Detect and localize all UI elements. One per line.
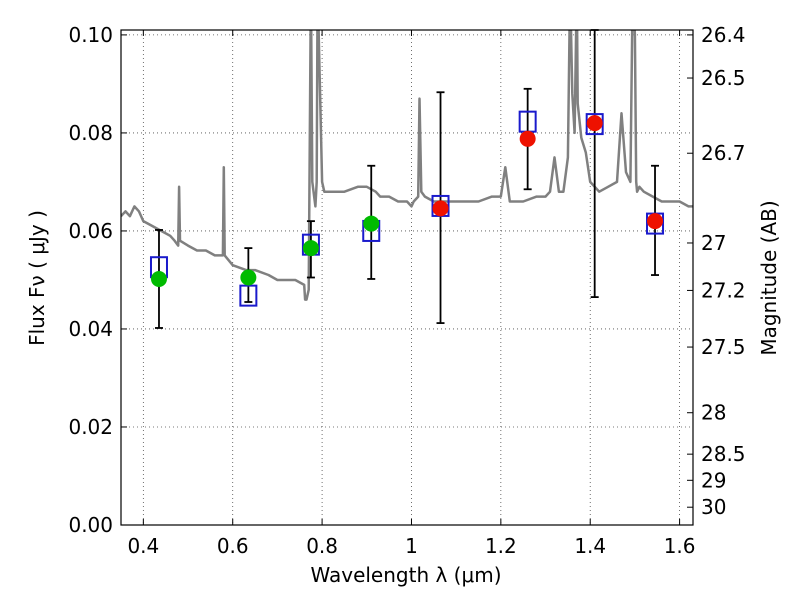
- right-tick-label: 26.7: [701, 141, 746, 165]
- y-axis-label-right: Magnitude (AB): [757, 200, 781, 355]
- observed-point: [302, 240, 319, 257]
- y-tick-label: 0.02: [68, 415, 113, 439]
- right-tick-label: 28.5: [701, 442, 746, 466]
- y-tick-label: 0.08: [68, 121, 113, 145]
- right-tick-label: 26.4: [701, 23, 746, 47]
- right-tick-label: 30: [701, 495, 726, 519]
- y-axis-label-left: Flux Fν ( μJy ): [25, 210, 49, 346]
- right-axis-ticks: 26.4 26.5 26.7 27 27.2 27.5 28 28.529 30: [687, 23, 746, 519]
- right-tick-label: 27: [701, 231, 726, 255]
- y-tick-label: 0.06: [68, 219, 113, 243]
- observed-points: [150, 115, 664, 287]
- x-tick-label: 0.8: [306, 534, 338, 558]
- sed-model-curve: [121, 30, 693, 301]
- x-axis-label: Wavelength λ (μm): [310, 563, 501, 587]
- error-bars: [154, 29, 660, 329]
- x-tick-label: 1.6: [664, 534, 696, 558]
- observed-point: [363, 215, 380, 232]
- observed-point: [432, 200, 449, 217]
- right-tick-label: 27.5: [701, 335, 746, 359]
- right-tick-label: 28: [701, 401, 726, 425]
- x-tick-label: 0.4: [127, 534, 159, 558]
- observed-point: [586, 115, 603, 132]
- x-tick-label: 1.4: [574, 534, 606, 558]
- observed-point: [519, 130, 536, 147]
- y-tick-label: 0.10: [68, 23, 113, 47]
- y-axis-ticks: 0.00 0.02 0.04 0.06 0.08 0.10: [68, 23, 127, 537]
- right-tick-label: 26.5: [701, 66, 746, 90]
- right-tick-label: 27.2: [701, 278, 746, 302]
- observed-point: [240, 269, 257, 286]
- right-tick-label: 29: [701, 468, 726, 492]
- x-tick-label: 1.2: [485, 534, 517, 558]
- observed-point: [647, 213, 664, 230]
- model-square: [239, 284, 258, 307]
- x-tick-label: 0.6: [217, 534, 249, 558]
- x-axis-ticks: 0.4 0.6 0.8 1 1.2 1.4 1.6: [127, 30, 696, 558]
- model-square: [585, 113, 604, 136]
- x-tick-label: 1: [405, 534, 418, 558]
- y-tick-label: 0.04: [68, 317, 113, 341]
- y-tick-label: 0.00: [68, 513, 113, 537]
- observed-point: [150, 270, 167, 287]
- plot-background: [121, 30, 693, 525]
- plot-frame: [120, 29, 694, 526]
- sed-curve-layer: [121, 30, 693, 301]
